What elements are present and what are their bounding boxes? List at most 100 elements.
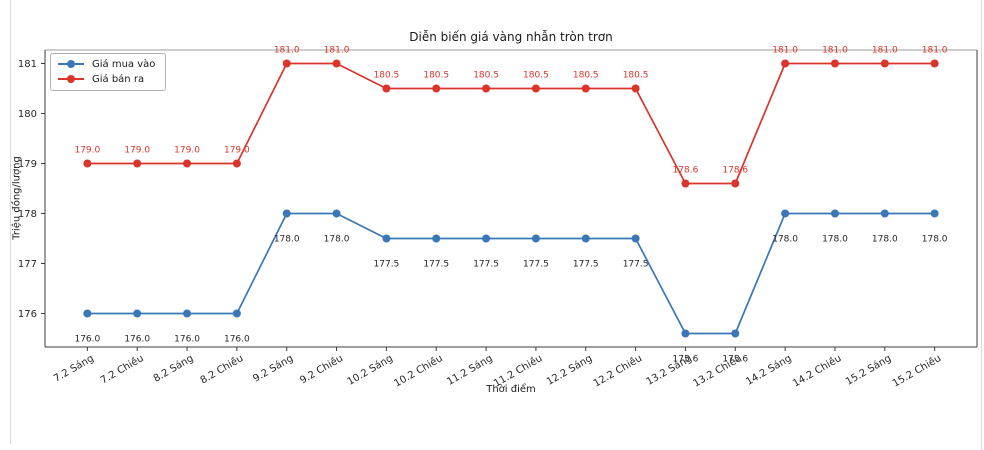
series-line	[87, 212, 935, 335]
x-tick-label: 14.2 Chiều	[791, 352, 844, 389]
data-point-marker	[282, 59, 291, 68]
y-tick-label: 181	[18, 59, 37, 70]
legend-label-sell: Giá bán ra	[92, 73, 145, 85]
x-tick-label: 14.2 Sáng	[744, 352, 794, 388]
y-tick-label: 180	[18, 109, 37, 120]
data-point-marker	[781, 59, 790, 68]
data-point-label: 179.0	[124, 146, 150, 156]
data-point-marker	[531, 234, 540, 243]
x-tick-label: 12.2 Sáng	[544, 352, 594, 388]
data-point-marker	[880, 59, 889, 68]
data-point-marker	[830, 209, 839, 218]
x-tick-label: 11.2 Chiều	[492, 352, 545, 389]
data-point-label: 176.0	[74, 335, 100, 345]
data-point-label: 179.0	[174, 146, 200, 156]
data-point-label: 180.5	[374, 71, 400, 81]
data-point-marker	[133, 159, 142, 168]
data-point-label: 177.5	[573, 260, 599, 270]
x-tick-label: 11.2 Sáng	[445, 352, 495, 388]
data-point-label: 175.6	[722, 355, 748, 365]
data-point-marker	[880, 209, 889, 218]
data-point-label: 177.5	[473, 260, 499, 270]
x-tick-label: 10.2 Sáng	[345, 352, 395, 388]
data-point-marker	[581, 84, 590, 93]
y-tick-label: 176	[18, 309, 37, 320]
data-point-label: 177.5	[523, 260, 549, 270]
data-point-label: 180.5	[473, 71, 499, 81]
legend-item-buy: Giá mua vào	[58, 58, 155, 70]
data-point-marker	[382, 84, 391, 93]
x-tick-label: 8.2 Chiều	[198, 352, 245, 386]
data-point-marker	[332, 59, 341, 68]
x-axis-ticks: 7.2 Sáng 7.2 Chiều 8.2 Sáng 8.2 Chiều 9.2 Sá…	[52, 347, 943, 390]
data-point-marker	[681, 329, 690, 338]
data-point-marker	[930, 209, 939, 218]
data-point-label: 178.0	[772, 235, 798, 245]
legend-item-sell: Giá bán ra	[58, 73, 155, 85]
y-tick-label: 179	[18, 159, 37, 170]
x-tick-label: 9.2 Sáng	[251, 352, 295, 385]
x-tick-label: 7.2 Sáng	[52, 352, 96, 385]
data-point-label: 178.0	[872, 235, 898, 245]
data-point-marker	[432, 84, 441, 93]
data-point-marker	[83, 159, 92, 168]
x-tick-label: 10.2 Chiều	[392, 352, 445, 389]
data-point-label: 175.6	[673, 355, 699, 365]
data-point-marker	[332, 209, 341, 218]
data-point-label: 180.5	[623, 71, 649, 81]
x-tick-label: 9.2 Chiều	[298, 352, 345, 386]
data-point-marker	[83, 309, 92, 318]
series-line	[87, 62, 935, 185]
y-tick-label: 177	[18, 259, 37, 270]
data-point-label: 180.5	[573, 71, 599, 81]
data-point-label: 177.5	[374, 260, 400, 270]
series-buy-labels: 176.0 176.0 176.0 176.0 178.0 178.0 177.5 177.5…	[74, 235, 947, 365]
y-tick-label: 178	[18, 209, 37, 220]
data-point-marker	[232, 159, 241, 168]
data-point-marker	[482, 234, 491, 243]
data-point-label: 181.0	[872, 46, 898, 56]
legend-label-buy: Giá mua vào	[92, 58, 156, 70]
data-point-label: 179.0	[224, 146, 250, 156]
x-tick-label: 15.2 Chiều	[890, 352, 943, 389]
data-point-marker	[232, 309, 241, 318]
data-point-marker	[183, 159, 192, 168]
series-sell-labels: 179.0 179.0 179.0 179.0 181.0 181.0 180.5 180.5…	[74, 46, 947, 176]
line-marker-icon	[58, 60, 84, 69]
series-sell	[83, 59, 939, 188]
x-tick-label: 8.2 Sáng	[151, 352, 195, 385]
y-axis-ticks: 176 177 178 179 180 181	[18, 59, 45, 320]
data-point-marker	[781, 209, 790, 218]
data-point-label: 181.0	[822, 46, 848, 56]
data-point-label: 178.0	[922, 235, 948, 245]
data-point-label: 181.0	[772, 46, 798, 56]
data-point-label: 178.0	[324, 235, 350, 245]
data-point-marker	[681, 179, 690, 188]
data-point-marker	[382, 234, 391, 243]
data-point-marker	[631, 234, 640, 243]
data-point-label: 176.0	[174, 335, 200, 345]
data-point-marker	[631, 84, 640, 93]
data-point-label: 180.5	[523, 71, 549, 81]
data-point-marker	[731, 329, 740, 338]
x-tick-label: 12.2 Chiều	[591, 352, 644, 389]
data-point-label: 177.5	[623, 260, 649, 270]
data-point-label: 181.0	[274, 46, 300, 56]
line-marker-icon	[58, 75, 84, 84]
data-point-marker	[282, 209, 291, 218]
data-point-label: 178.6	[673, 166, 699, 176]
series-buy	[83, 209, 939, 338]
x-axis-label: Thời điểm	[486, 384, 536, 395]
data-point-label: 180.5	[423, 71, 449, 81]
x-tick-label: 15.2 Sáng	[843, 352, 893, 388]
x-tick-label: 7.2 Chiều	[98, 352, 145, 386]
card-right-border	[981, 0, 982, 450]
data-point-label: 181.0	[324, 46, 350, 56]
data-point-label: 176.0	[124, 335, 150, 345]
data-point-marker	[133, 309, 142, 318]
data-point-marker	[531, 84, 540, 93]
data-point-marker	[830, 59, 839, 68]
data-point-label: 178.6	[722, 166, 748, 176]
